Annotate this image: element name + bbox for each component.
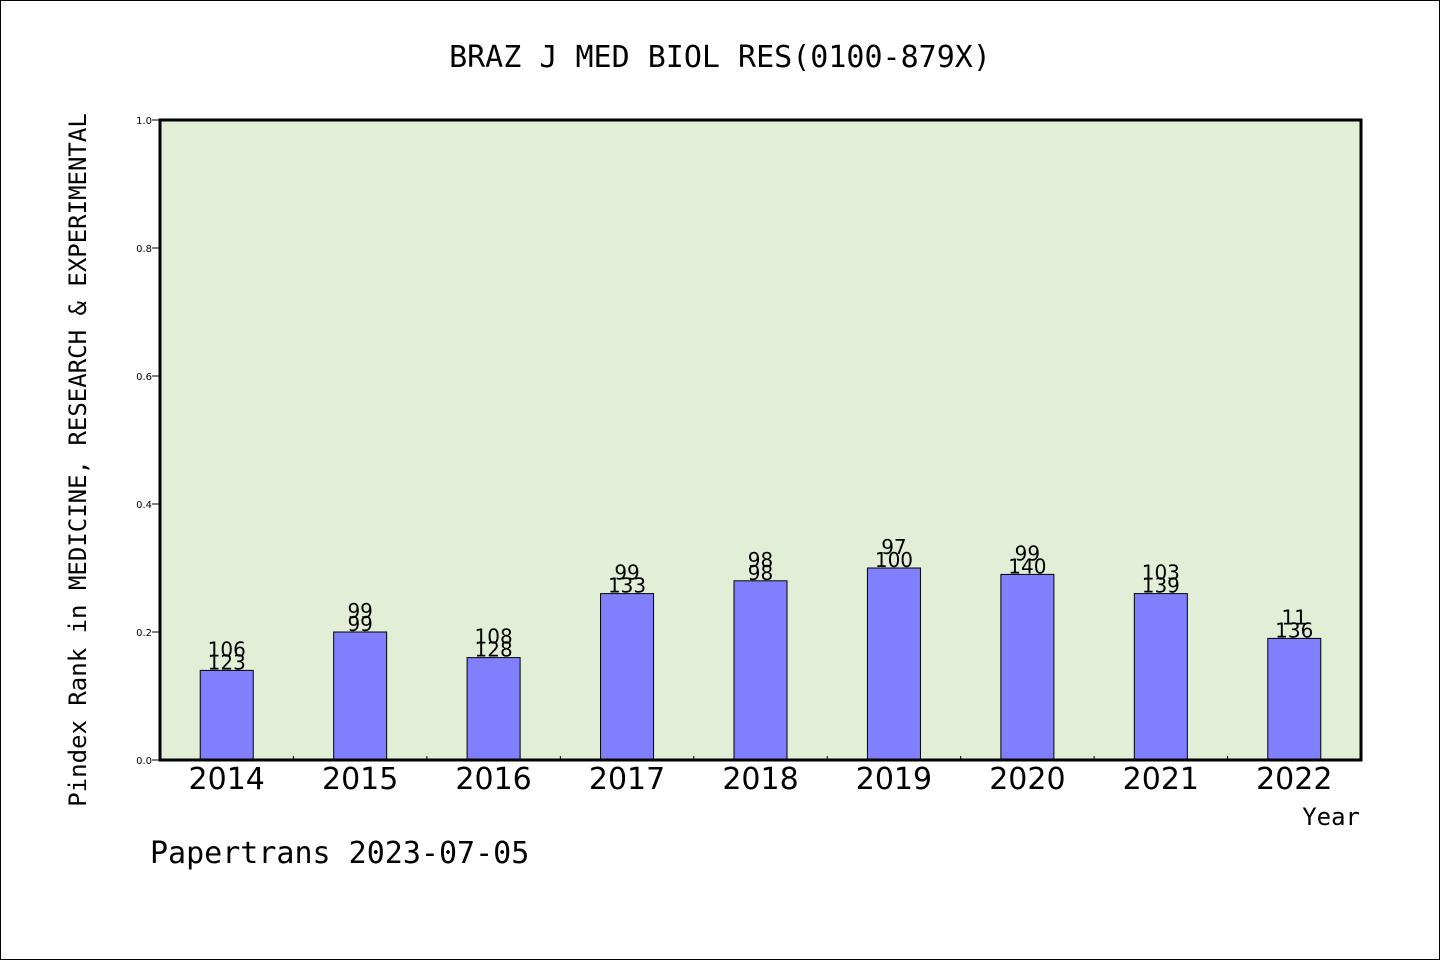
bars [199, 567, 1322, 761]
bar-label-bottom: 133 [608, 574, 646, 598]
bar-label-bottom: 123 [208, 650, 246, 674]
plot-border [158, 118, 1363, 762]
y-tick-label: 1.0 [136, 116, 152, 127]
bar-label-top: 108 [475, 625, 513, 649]
x-tick-label: 2020 [989, 762, 1065, 797]
bar-label-top: 11 [1282, 605, 1307, 629]
x-tick-label: 2019 [856, 762, 932, 797]
footer-text: Papertrans 2023-07-05 [150, 836, 529, 871]
y-tick-label: 0.4 [136, 500, 152, 511]
x-tick-label: 2018 [722, 762, 798, 797]
bar-2022 [1267, 637, 1322, 761]
x-axis-ticks: 2014 2015 2016 2017 2018 2019 2020 2021 2022 [189, 756, 1332, 797]
bar-label-top: 99 [1015, 541, 1040, 565]
bar-2016 [466, 657, 521, 761]
chart-title: BRAZ J MED BIOL RES(0100-879X) [449, 40, 991, 75]
bar-label-top: 106 [208, 637, 246, 661]
x-tick-label: 2021 [1123, 762, 1199, 797]
bar-label-bottom: 139 [1142, 574, 1180, 598]
y-tick-label: 0.0 [136, 756, 152, 767]
bar-2017 [600, 593, 655, 761]
bar-label-top: 103 [1142, 561, 1180, 585]
bar-label-bottom: 100 [875, 548, 913, 572]
bar-2014 [199, 669, 254, 761]
bar-label-bottom: 98 [748, 561, 773, 585]
bar-label-bottom: 128 [475, 638, 513, 662]
y-tick-label: 0.2 [136, 628, 152, 639]
x-axis-label: Year [1302, 803, 1360, 831]
y-tick-label: 0.6 [136, 372, 152, 383]
bar-label-bottom: 136 [1275, 618, 1313, 642]
bar-label-top: 98 [748, 548, 773, 572]
bar-2018 [733, 580, 788, 761]
bar-label-bottom: 99 [347, 612, 372, 636]
x-tick-label: 2022 [1256, 762, 1332, 797]
bar-2020 [1000, 573, 1055, 761]
bar-2015 [333, 631, 388, 761]
x-tick-label: 2017 [589, 762, 665, 797]
x-tick-label: 2014 [189, 762, 265, 797]
bar-label-top: 97 [881, 535, 906, 559]
y-axis-ticks: 0.0 0.2 0.4 0.6 0.8 1.0 [136, 116, 160, 767]
x-tick-label: 2016 [455, 762, 531, 797]
y-tick-label: 0.8 [136, 244, 152, 255]
bar-label-top: 99 [614, 561, 639, 585]
bar-2019 [866, 567, 921, 761]
x-tick-label: 2015 [322, 762, 398, 797]
y-axis-label: Pindex Rank in MEDICINE, RESEARCH & EXPE… [64, 113, 92, 807]
bar-label-bottom: 140 [1008, 554, 1046, 578]
bar-2021 [1133, 593, 1188, 761]
bar-label-top: 99 [347, 599, 372, 623]
